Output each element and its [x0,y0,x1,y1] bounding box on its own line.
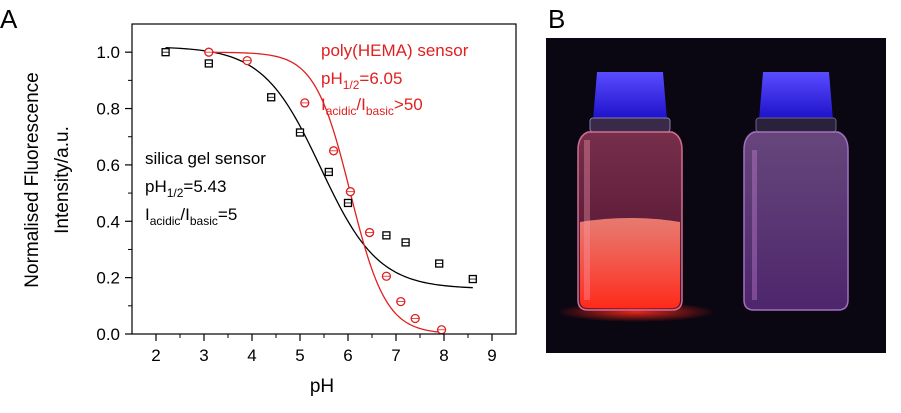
y-tick-label: 0.8 [96,100,120,119]
vial-right-cap [759,72,833,120]
fit-curves [165,47,473,333]
annotation-poly-hema-ph: pH1/2=6.05 [321,69,402,92]
vial-left-neck [589,117,671,133]
x-tick-label: 5 [295,346,304,365]
y-axis-title: Normalised Fluorescence Intensity/a.u. [22,72,73,287]
vial-left-glow [580,218,680,308]
vial-right-body [743,131,849,311]
x-tick-label: 8 [439,346,448,365]
vial-photo [546,38,886,353]
anno-red-ph: pH [321,69,343,88]
data-markers [161,47,477,335]
vial-left-highlight [584,140,590,300]
titration-chart: 2 3 4 5 6 7 8 9 0.0 0.2 0.4 0.6 0.8 1.0 pH Normalise… [22,23,517,397]
anno-black-acidic: acidic [150,214,181,228]
annotation-silica-gel-ph: pH1/2=5.43 [145,177,226,200]
y-tick-label: 1.0 [96,43,120,62]
vial-right [743,72,849,311]
anno-red-ph-value: =6.05 [359,69,402,88]
anno-black-basic: basic [190,214,218,228]
annotation-silica-gel: silica gel sensor pH1/2=5.43 Iacidic/Iba… [145,149,266,228]
y-axis-title-line1: Normalised Fluorescence [22,72,43,287]
vial-right-neck [755,117,837,133]
anno-black-ratio-value: =5 [218,205,237,224]
anno-black-ph-value: =5.43 [183,177,226,196]
panel-a-label: A [0,4,18,34]
anno-red-basic: basic [366,104,394,118]
y-tick-label: 0.4 [96,212,120,231]
vial-right-highlight [752,150,757,300]
x-tick-label: 4 [247,346,256,365]
anno-red-sep: /I [356,95,365,114]
annotation-silica-gel-name: silica gel sensor [145,149,266,168]
annotation-poly-hema: poly(HEMA) sensor pH1/2=6.05 Iacidic/Iba… [321,41,469,118]
anno-red-ratio-value: >50 [394,95,423,114]
x-tick-label: 9 [487,346,496,365]
anno-black-ph-sub: 1/2 [167,186,184,200]
anno-black-i: I [145,205,150,224]
panel-b-label: B [548,4,565,34]
x-axis-ticks: 2 3 4 5 6 7 8 9 [151,334,497,365]
x-tick-label: 7 [391,346,400,365]
annotation-poly-hema-ratio: Iacidic/Ibasic>50 [321,95,423,118]
vial-left-cap [593,72,667,120]
x-tick-label: 3 [199,346,208,365]
x-tick-label: 2 [151,346,160,365]
y-tick-label: 0.0 [96,325,120,344]
y-tick-label: 0.6 [96,156,120,175]
y-axis-title-line2: Intensity/a.u. [52,126,73,234]
fit-curve-1 [208,51,442,333]
x-axis-title: pH [310,376,334,397]
anno-black-ph: pH [145,177,167,196]
anno-red-i: I [321,95,326,114]
y-axis-ticks: 0.0 0.2 0.4 0.6 0.8 1.0 [96,43,132,344]
annotation-poly-hema-name: poly(HEMA) sensor [321,41,469,60]
x-tick-label: 6 [343,346,352,365]
anno-black-sep: /I [180,205,189,224]
anno-red-ph-sub: 1/2 [343,78,360,92]
y-tick-label: 0.2 [96,269,120,288]
anno-red-acidic: acidic [326,104,357,118]
annotation-silica-gel-ratio: Iacidic/Ibasic=5 [145,205,237,228]
vial-left [577,72,683,311]
